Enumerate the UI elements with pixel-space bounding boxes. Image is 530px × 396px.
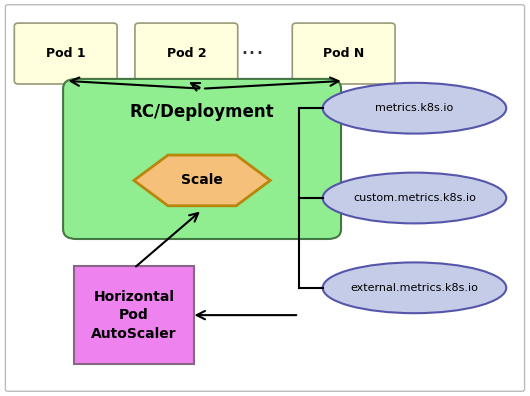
FancyBboxPatch shape — [74, 267, 194, 364]
FancyBboxPatch shape — [5, 5, 525, 391]
Text: custom.metrics.k8s.io: custom.metrics.k8s.io — [353, 193, 476, 203]
Ellipse shape — [323, 83, 506, 133]
FancyBboxPatch shape — [135, 23, 238, 84]
Ellipse shape — [323, 263, 506, 313]
Text: Pod 1: Pod 1 — [46, 47, 85, 60]
Ellipse shape — [323, 173, 506, 223]
Text: Scale: Scale — [181, 173, 223, 187]
FancyBboxPatch shape — [63, 79, 341, 239]
FancyBboxPatch shape — [14, 23, 117, 84]
Text: Pod 2: Pod 2 — [166, 47, 206, 60]
Polygon shape — [134, 155, 270, 206]
Text: metrics.k8s.io: metrics.k8s.io — [375, 103, 454, 113]
Text: RC/Deployment: RC/Deployment — [130, 103, 275, 121]
Text: Horizontal
Pod
AutoScaler: Horizontal Pod AutoScaler — [91, 290, 176, 341]
FancyBboxPatch shape — [292, 23, 395, 84]
Text: Pod N: Pod N — [323, 47, 364, 60]
Text: external.metrics.k8s.io: external.metrics.k8s.io — [350, 283, 479, 293]
Text: ···: ··· — [240, 42, 264, 65]
